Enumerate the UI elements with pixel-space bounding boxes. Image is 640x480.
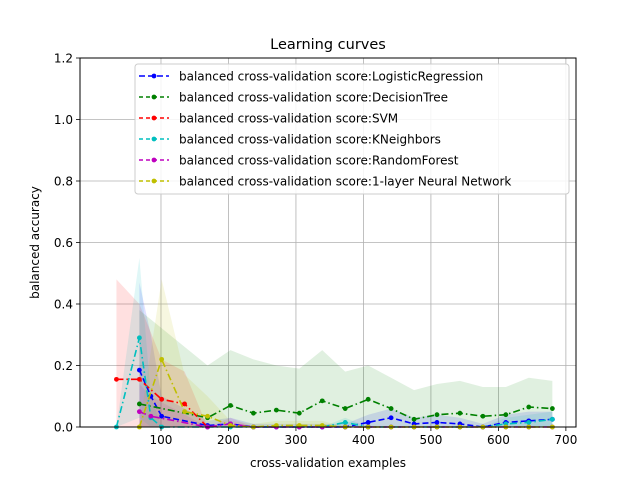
series-3-point — [182, 401, 187, 407]
legend-marker — [151, 157, 157, 163]
legend-label: balanced cross-validation score:Logistic… — [179, 70, 483, 84]
series-2-point — [228, 403, 233, 408]
series-2-point — [319, 398, 325, 404]
legend-entries: balanced cross-validation score:Logistic… — [139, 70, 511, 189]
series-1-point — [365, 419, 371, 425]
series-4-point — [549, 416, 555, 422]
series-2-point — [273, 407, 279, 413]
x-axis-label: cross-validation examples — [250, 456, 406, 470]
series-3-line — [116, 378, 209, 428]
x-tick-label: 600 — [487, 433, 510, 447]
series-2-point — [457, 410, 463, 416]
series-2-point — [480, 413, 486, 419]
series-2-point — [365, 396, 371, 402]
series-6-band — [139, 279, 553, 427]
y-tick-label: 0.2 — [54, 359, 73, 373]
x-axis: 100 200 300 400 500 600 700 — [150, 427, 577, 447]
legend-marker — [151, 73, 157, 79]
series-3-point — [159, 396, 165, 402]
y-tick-label: 0.4 — [54, 298, 73, 312]
confidence-bands — [116, 257, 553, 427]
series-2-point — [388, 406, 394, 411]
y-tick-label: 0.8 — [54, 175, 73, 189]
series-2-point — [251, 410, 256, 416]
legend-label: balanced cross-validation score:1-layer … — [179, 175, 511, 189]
y-tick-label: 1.0 — [54, 113, 73, 127]
legend-marker — [151, 178, 157, 184]
series-2-line — [139, 398, 553, 421]
y-tick-label: 0.0 — [54, 421, 73, 435]
x-tick-label: 500 — [419, 433, 442, 447]
series-5-band — [139, 383, 553, 427]
series-6-point — [182, 409, 187, 415]
series-2-point — [136, 401, 142, 407]
series-5-point — [148, 413, 154, 419]
legend-marker — [151, 115, 157, 121]
legend: balanced cross-validation score:Logistic… — [134, 63, 570, 195]
series-2-point — [434, 412, 440, 418]
series-1-band — [139, 282, 553, 427]
x-tick-label: 200 — [217, 433, 240, 447]
series-2-point — [503, 412, 509, 418]
x-tick-label: 100 — [150, 433, 173, 447]
series-2-point — [342, 406, 348, 411]
y-tick-label: 0.6 — [54, 236, 73, 250]
legend-label: balanced cross-validation score:SVM — [179, 112, 398, 126]
series-2-point — [549, 406, 555, 411]
series-2-point — [411, 416, 417, 422]
legend-label: balanced cross-validation score:RandomFo… — [179, 154, 459, 168]
series-1-point — [136, 367, 142, 373]
series-4-point — [526, 419, 532, 425]
series-2-point — [526, 404, 532, 410]
legend-box — [134, 63, 570, 195]
series-6-point — [205, 413, 210, 419]
series-1-point — [159, 413, 165, 419]
legend-label: balanced cross-validation score:KNeighbo… — [179, 133, 441, 147]
series-4-point — [342, 419, 348, 425]
series-6-point — [159, 356, 165, 362]
series-1-point — [388, 415, 394, 421]
x-tick-label: 300 — [284, 433, 307, 447]
series-4-point — [136, 335, 142, 341]
y-tick-label: 1.2 — [54, 52, 73, 66]
series-3-band — [116, 279, 208, 427]
series-2-band — [139, 310, 553, 427]
series-3-point — [136, 376, 142, 382]
legend-marker — [151, 136, 157, 142]
series-5-point — [136, 409, 142, 415]
legend-marker — [151, 94, 157, 100]
x-tick-label: 400 — [352, 433, 375, 447]
legend-label: balanced cross-validation score:Decision… — [179, 91, 448, 105]
series-2-point — [296, 410, 302, 416]
series-3-point — [114, 376, 119, 382]
series-1-point — [434, 419, 440, 425]
y-axis-label: balanced accuracy — [28, 186, 42, 299]
y-axis: 0.0 0.2 0.4 0.6 0.8 1.0 1.2 — [54, 52, 80, 435]
x-tick-label: 700 — [554, 433, 577, 447]
chart-title: Learning curves — [270, 37, 386, 53]
